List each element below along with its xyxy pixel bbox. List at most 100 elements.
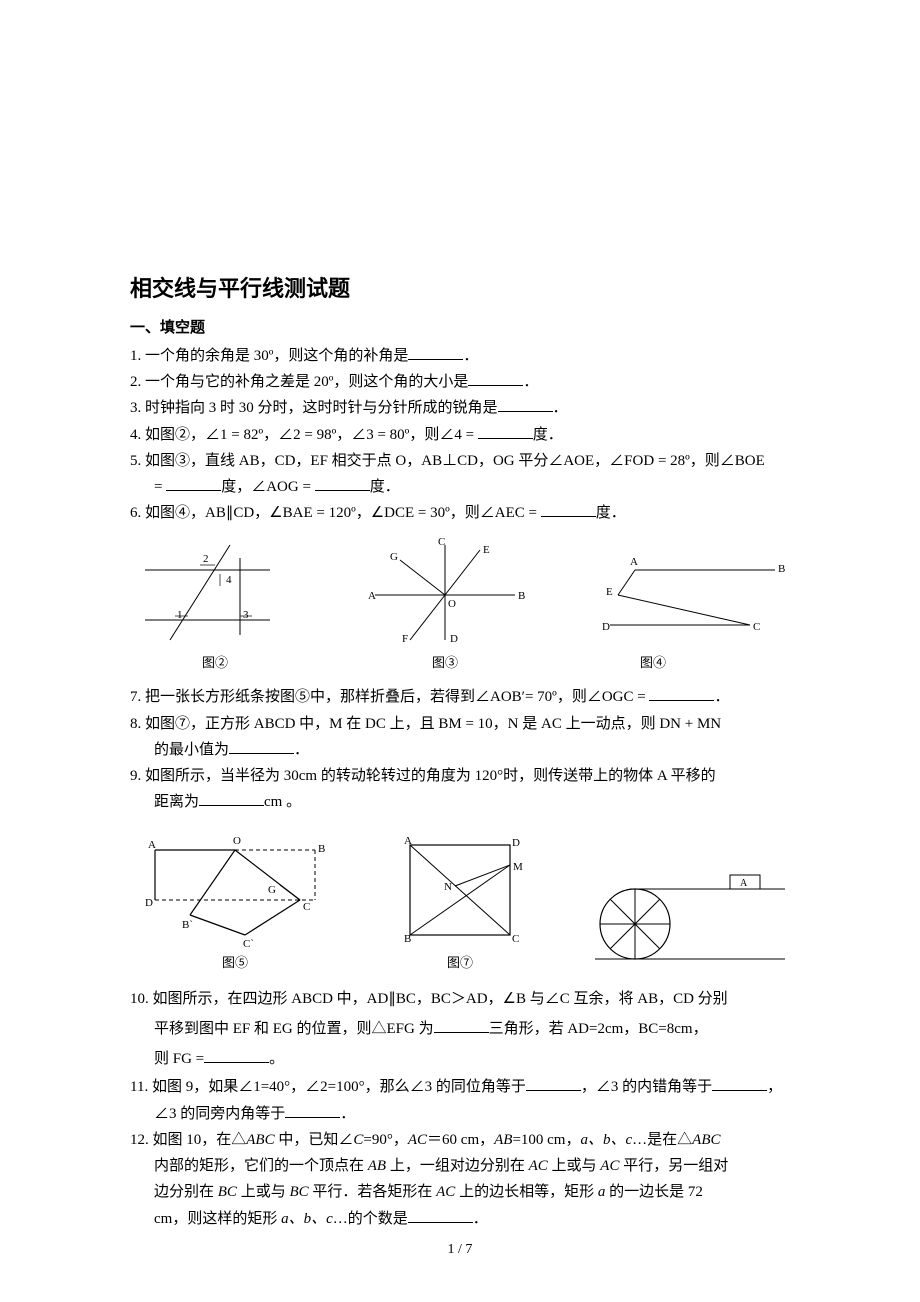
q12b-mid3: 平行，另一组对 xyxy=(619,1158,728,1174)
q4-end: 度． xyxy=(533,427,563,443)
q11b-end: ． xyxy=(340,1106,355,1122)
question-5: 5. 如图③，直线 AB，CD，EF 相交于点 O，AB⊥CD，OG 平分∠AO… xyxy=(130,448,790,474)
q12c-mid1: 上或与 xyxy=(237,1184,290,1200)
question-8: 8. 如图⑦，正方形 ABCD 中，M 在 DC 上，且 BM = 10，N 是… xyxy=(130,711,790,737)
q12d-mid: …的个数是 xyxy=(333,1211,408,1227)
label-A: A xyxy=(368,590,376,602)
blank xyxy=(498,397,553,412)
figure-5-caption: 图⑤ xyxy=(140,952,330,975)
figure-3-caption: 图③ xyxy=(360,652,530,675)
question-9-cont: 距离为cm 。 xyxy=(130,789,790,815)
figure-4-caption: 图④ xyxy=(600,652,790,675)
q12c-bc: BC xyxy=(218,1184,237,1200)
q1-text: 1. 一个角的余角是 30º，则这个角的补角是 xyxy=(130,348,408,364)
q10b-text: 平移到图中 EF 和 EG 的位置，则△EFG 为 xyxy=(154,1021,434,1037)
q8a-text: 8. 如图⑦，正方形 ABCD 中，M 在 DC 上，且 BM = 10，N 是… xyxy=(130,716,721,732)
label-C: C xyxy=(512,933,519,945)
question-10-cont2: 则 FG = 。 xyxy=(130,1044,790,1074)
label-B: B xyxy=(318,843,325,855)
label-Bp: B` xyxy=(182,919,193,931)
q10a-text: 10. 如图所示，在四边形 ABCD 中，AD∥BC，BC＞AD，∠B 与∠C … xyxy=(130,991,728,1007)
label-A: A xyxy=(740,878,748,889)
label-B: B xyxy=(404,933,411,945)
figure-5-svg: A B O D C G B` C` xyxy=(140,830,330,950)
label-D: D xyxy=(145,897,153,909)
question-7: 7. 把一张长方形纸条按图⑤中，那样折叠后，若得到∠AOB′= 70º，则∠OG… xyxy=(130,684,790,710)
q2-end: ． xyxy=(523,374,538,390)
label-B: B xyxy=(778,563,785,575)
figure-5: A B O D C G B` C` 图⑤ xyxy=(140,830,330,975)
q11a-text: 11. 如图 9，如果∠1=40°，∠2=100°，那么∠3 的同位角等于 xyxy=(130,1079,526,1095)
q10c-end: 。 xyxy=(269,1051,284,1067)
q12b-ac2: AC xyxy=(600,1158,619,1174)
q9a-text: 9. 如图所示，当半径为 30cm 的转动轮转过的角度为 120°时，则传送带上… xyxy=(130,768,716,784)
label-D: D xyxy=(450,633,458,645)
q12a-mid4: =100 cm， xyxy=(512,1132,580,1148)
figure-7: A D B C M N 图⑦ xyxy=(390,830,530,975)
label-O: O xyxy=(233,835,241,847)
blank xyxy=(199,791,264,806)
question-12-cont2: 边分别在 BC 上或与 BC 平行．若各矩形在 AC 上的边长相等，矩形 a 的… xyxy=(130,1179,790,1205)
label-E: E xyxy=(483,544,490,556)
q7-end: ． xyxy=(714,689,729,705)
question-5-cont: = 度，∠AOG = 度． xyxy=(130,474,790,500)
q12c-mid4: 的一边长是 72 xyxy=(605,1184,703,1200)
label-A: A xyxy=(148,839,156,851)
label-3: 3 xyxy=(243,609,249,621)
q6-text: 6. 如图④，AB∥CD，∠BAE = 120º，∠DCE = 30º，则∠AE… xyxy=(130,505,541,521)
label-A: A xyxy=(630,556,638,568)
figures-row-1: 2 4 1 3 图② A B C D E F G O 图③ xyxy=(130,535,790,675)
figure-9-svg: A xyxy=(590,859,790,974)
question-8-cont: 的最小值为． xyxy=(130,737,790,763)
q12a-abc: ABC xyxy=(246,1132,274,1148)
blank xyxy=(541,502,596,517)
question-12-cont: 内部的矩形，它们的一个顶点在 AB 上，一组对边分别在 AC 上或与 AC 平行… xyxy=(130,1153,790,1179)
q11a-mid: ，∠3 的内错角等于 xyxy=(581,1079,712,1095)
question-1: 1. 一个角的余角是 30º，则这个角的补角是． xyxy=(130,343,790,369)
q11a-end: ， xyxy=(767,1079,782,1095)
question-12: 12. 如图 10，在△ABC 中，已知∠C=90°，AC＝60 cm，AB=1… xyxy=(130,1127,790,1153)
question-9: 9. 如图所示，当半径为 30cm 的转动轮转过的角度为 120°时，则传送带上… xyxy=(130,763,790,789)
question-10: 10. 如图所示，在四边形 ABCD 中，AD∥BC，BC＞AD，∠B 与∠C … xyxy=(130,984,790,1014)
figure-2-svg: 2 4 1 3 xyxy=(140,540,290,650)
blank xyxy=(649,686,714,701)
question-6: 6. 如图④，AB∥CD，∠BAE = 120º，∠DCE = 30º，则∠AE… xyxy=(130,500,790,526)
blank xyxy=(166,476,221,491)
question-11-cont: ∠3 的同旁内角等于 ． xyxy=(130,1101,790,1127)
q12c-bc2: BC xyxy=(289,1184,308,1200)
q12d-end: ． xyxy=(473,1211,488,1227)
document-title: 相交线与平行线测试题 xyxy=(130,270,790,309)
label-C: C xyxy=(303,901,310,913)
figure-2-caption: 图② xyxy=(140,652,290,675)
figure-7-caption: 图⑦ xyxy=(390,952,530,975)
q9b-text: 距离为 xyxy=(154,794,199,810)
q12d-pre: cm，则这样的矩形 xyxy=(154,1211,281,1227)
q12a-mid1: 中，已知∠ xyxy=(275,1132,354,1148)
label-1: 1 xyxy=(177,609,183,621)
q12a-mid3: ＝60 cm， xyxy=(427,1132,494,1148)
figure-3-svg: A B C D E F G O xyxy=(360,535,530,650)
q12a-ac: AC xyxy=(408,1132,427,1148)
label-D: D xyxy=(602,621,610,633)
question-2: 2. 一个角与它的补角之差是 20º，则这个角的大小是． xyxy=(130,369,790,395)
blank xyxy=(712,1076,767,1091)
q12c-ac: AC xyxy=(436,1184,455,1200)
label-M: M xyxy=(513,861,523,873)
label-C: C xyxy=(753,621,760,633)
q6-end: 度． xyxy=(596,505,626,521)
q3-end: ． xyxy=(553,400,568,416)
figure-2: 2 4 1 3 图② xyxy=(140,540,290,675)
q7-text: 7. 把一张长方形纸条按图⑤中，那样折叠后，若得到∠AOB′= 70º，则∠OG… xyxy=(130,689,649,705)
figure-9: A xyxy=(590,859,790,974)
q11b-text: ∠3 的同旁内角等于 xyxy=(154,1106,285,1122)
q12a-c: C xyxy=(353,1132,363,1148)
q12a-vars: a、b、c xyxy=(580,1132,632,1148)
q12b-ab: AB xyxy=(368,1158,386,1174)
q12d-vars: a、b、c xyxy=(281,1211,333,1227)
figures-row-2: A B O D C G B` C` 图⑤ A D B C M N 图⑦ xyxy=(130,830,790,975)
q8b-text: 的最小值为 xyxy=(154,742,229,758)
label-C: C xyxy=(438,536,445,548)
figure-7-svg: A D B C M N xyxy=(390,830,530,950)
q10c-text: 则 FG = xyxy=(154,1051,204,1067)
question-10-cont: 平移到图中 EF 和 EG 的位置，则△EFG 为三角形，若 AD=2cm，BC… xyxy=(130,1014,790,1044)
